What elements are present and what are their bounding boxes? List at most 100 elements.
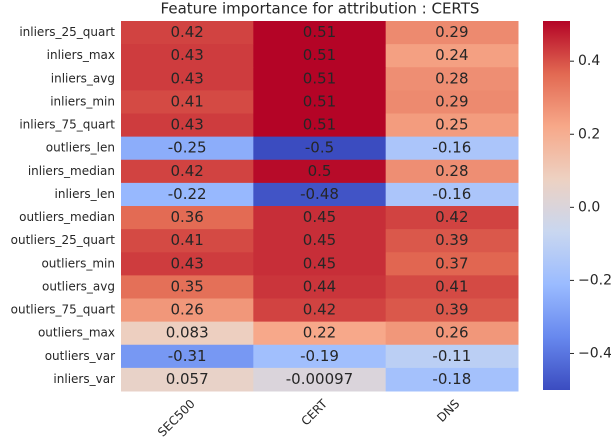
chart-title: Feature importance for attribution : CER… <box>161 0 480 18</box>
heatmap-cell <box>385 206 519 230</box>
cell-label: -0.48 <box>300 185 339 203</box>
heatmap-cell <box>385 90 519 114</box>
y-tick-label: outliers_median <box>19 210 115 224</box>
cell-label: 0.43 <box>170 69 203 87</box>
y-tick-label: outliers_min <box>41 256 115 270</box>
cell-label: 0.42 <box>435 208 468 226</box>
cell-label: 0.39 <box>435 301 468 319</box>
y-tick-label: outliers_25_quart <box>11 233 116 247</box>
y-tick-label: outliers_max <box>38 326 115 340</box>
heatmap-cell <box>253 321 387 346</box>
cell-label: 0.26 <box>435 324 468 342</box>
heatmap-cell <box>121 252 254 276</box>
y-tick-label: inliers_var <box>53 372 115 386</box>
y-tick-label: inliers_median <box>28 164 115 178</box>
heatmap-cell <box>121 21 254 45</box>
heatmap-cell <box>121 67 254 91</box>
y-tick-label: outliers_var <box>45 349 115 363</box>
cell-label: 0.51 <box>303 116 336 134</box>
x-tick-label: SEC500 <box>155 397 198 440</box>
cell-label: 0.22 <box>303 324 336 342</box>
cell-label: 0.41 <box>170 231 203 249</box>
cell-label: 0.51 <box>303 69 336 87</box>
heatmap-cell <box>253 90 387 114</box>
cell-label: 0.24 <box>435 46 468 64</box>
cell-label: -0.16 <box>432 139 471 157</box>
heatmap-cell <box>385 44 519 68</box>
heatmap-cell <box>121 182 254 207</box>
colorbar-tick-label: −0.4 <box>578 345 611 361</box>
cell-label: 0.43 <box>170 46 203 64</box>
cell-label: 0.26 <box>170 301 203 319</box>
heatmap-cell <box>253 298 387 323</box>
cell-label: 0.42 <box>170 23 203 41</box>
cell-label: 0.057 <box>166 370 209 388</box>
heatmap-cell <box>385 298 519 323</box>
cell-label: 0.35 <box>170 277 203 295</box>
cell-label: 0.43 <box>170 254 203 272</box>
heatmap-cell <box>121 159 254 184</box>
cell-label: 0.37 <box>435 254 468 272</box>
heatmap-cell <box>121 90 254 114</box>
cell-label: -0.16 <box>432 185 471 203</box>
cell-label: 0.41 <box>435 277 468 295</box>
x-tick-label: CERT <box>298 396 330 428</box>
heatmap-cell <box>385 113 519 138</box>
heatmap-cell <box>121 206 254 230</box>
cell-label: 0.45 <box>303 208 336 226</box>
cell-label: 0.51 <box>303 46 336 64</box>
heatmap-cell <box>253 344 387 369</box>
heatmap-cell <box>121 298 254 323</box>
y-tick-label: outliers_75_quart <box>11 303 116 317</box>
colorbar-tick-label: 0.4 <box>578 53 600 69</box>
y-tick-label: inliers_min <box>50 94 115 108</box>
cell-label: 0.43 <box>170 116 203 134</box>
heatmap-cell <box>385 367 519 392</box>
heatmap-cell <box>253 113 387 138</box>
cell-label: 0.42 <box>170 162 203 180</box>
cell-label: 0.42 <box>303 301 336 319</box>
cell-label: -0.00097 <box>286 370 353 388</box>
heatmap-cell <box>385 344 519 369</box>
cell-label: 0.45 <box>303 231 336 249</box>
heatmap-cell <box>253 182 387 207</box>
heatmap-cell <box>121 367 254 392</box>
cell-label: 0.28 <box>435 162 468 180</box>
heatmap-cell <box>121 229 254 253</box>
y-tick-label: outliers_avg <box>42 279 115 293</box>
heatmap-cell <box>385 275 519 299</box>
heatmap-cell <box>253 44 387 68</box>
cell-label: -0.31 <box>168 347 207 365</box>
cell-label: 0.5 <box>308 162 332 180</box>
y-tick-label: outliers_len <box>46 141 115 155</box>
cell-label: 0.25 <box>435 116 468 134</box>
heatmap-cell <box>253 367 387 392</box>
heatmap-cell <box>253 67 387 91</box>
cell-label: -0.22 <box>168 185 207 203</box>
heatmap-cell <box>385 182 519 207</box>
y-tick-label: inliers_25_quart <box>19 25 115 39</box>
cell-label: 0.45 <box>303 254 336 272</box>
cell-label: 0.083 <box>166 324 209 342</box>
heatmap-cell <box>253 229 387 253</box>
heatmap-cell <box>121 344 254 369</box>
heatmap-cell <box>121 275 254 299</box>
cell-label: -0.11 <box>432 347 471 365</box>
cell-label: 0.51 <box>303 23 336 41</box>
cell-label: -0.19 <box>300 347 339 365</box>
heatmap-cell <box>121 136 254 161</box>
y-tick-label: inliers_len <box>55 187 116 201</box>
heatmap-cell <box>385 159 519 184</box>
heatmap-cell <box>253 21 387 45</box>
cell-label: 0.29 <box>435 92 468 110</box>
x-tick-label: DNS <box>434 397 462 425</box>
heatmap-cell <box>253 252 387 276</box>
cell-label: -0.25 <box>168 139 207 157</box>
colorbar-tick-label: 0.0 <box>578 199 600 215</box>
heatmap-cell <box>253 159 387 184</box>
cell-label: 0.41 <box>170 92 203 110</box>
cell-label: 0.44 <box>303 277 336 295</box>
heatmap-cell <box>121 44 254 68</box>
y-tick-label: inliers_avg <box>51 71 115 85</box>
